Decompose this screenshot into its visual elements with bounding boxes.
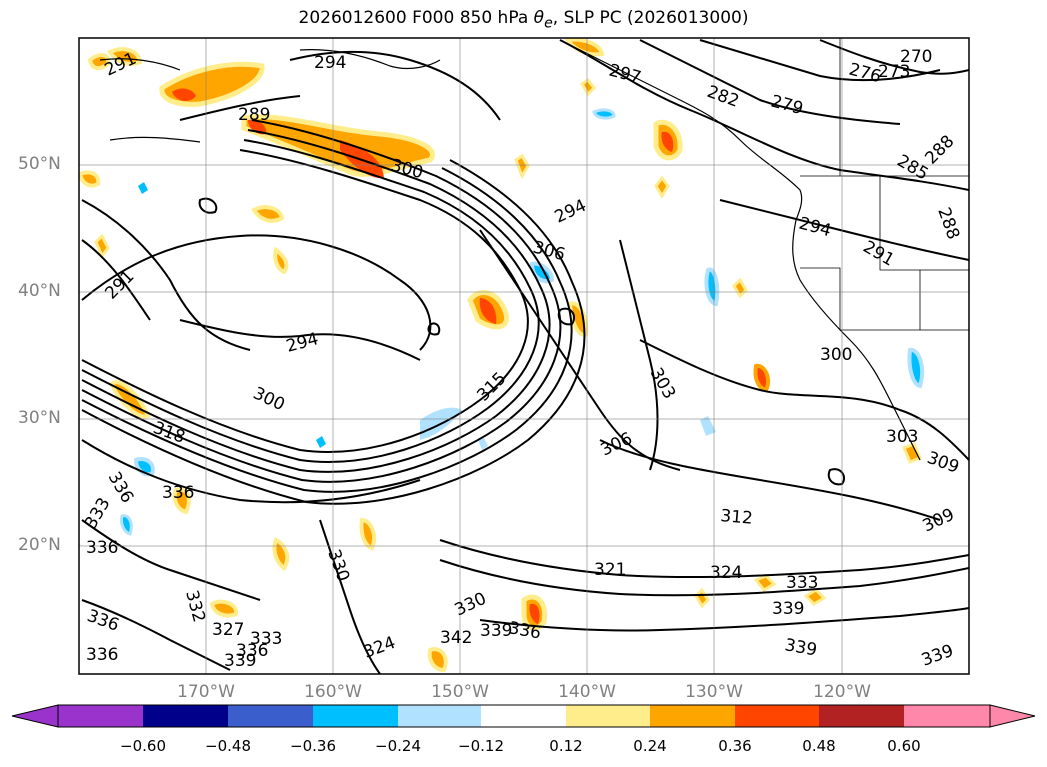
theta-e-contours xyxy=(81,39,969,674)
title-prefix: 2026012600 F000 850 hPa xyxy=(298,8,534,28)
colorbar xyxy=(11,704,1036,728)
contour-label: 300 xyxy=(820,345,852,365)
lat-label-20n: 20°N xyxy=(18,535,61,555)
contour-label: 336 xyxy=(162,483,194,503)
colorbar-tick: −0.24 xyxy=(375,737,421,755)
colorbar-segment xyxy=(650,705,735,727)
contour-label: 342 xyxy=(440,628,472,648)
contour-label: 303 xyxy=(886,427,918,447)
colorbar-tick: 0.60 xyxy=(887,737,921,755)
contour-label: 321 xyxy=(594,560,626,580)
colorbar-segment xyxy=(735,705,819,727)
lat-label-50n: 50°N xyxy=(18,154,61,174)
map-frame xyxy=(78,37,970,675)
lat-label-30n: 30°N xyxy=(18,408,61,428)
contour-label: 339 xyxy=(224,651,256,671)
colorbar-over-extension xyxy=(989,704,1036,728)
contour-label: 339 xyxy=(772,599,804,619)
colorbar-segment xyxy=(566,705,650,727)
title-suffix: , SLP PC (2026013000) xyxy=(552,8,749,28)
contour-label: 312 xyxy=(720,506,754,529)
colorbar-tick: 0.12 xyxy=(549,737,583,755)
colorbar-segment xyxy=(58,705,143,727)
contour-label: 336 xyxy=(236,641,268,661)
colorbar-segment xyxy=(228,705,313,727)
lon-label-160w: 160°W xyxy=(304,682,362,702)
colorbar-segment xyxy=(143,705,228,727)
colorbar-segment xyxy=(398,705,481,727)
colorbar-outline xyxy=(57,704,991,728)
political-borders xyxy=(800,38,969,331)
colorbar-under-extension xyxy=(11,704,59,728)
gridlines xyxy=(79,38,969,674)
colorbar-segment xyxy=(481,705,566,727)
contour-label: 339 xyxy=(480,621,512,641)
colorbar-segment xyxy=(313,705,398,727)
contour-label: 333 xyxy=(250,629,282,649)
colorbar-tick: −0.60 xyxy=(120,737,166,755)
lon-label-150w: 150°W xyxy=(431,682,489,702)
colorbar-tick: 0.48 xyxy=(802,737,836,755)
colorbar-tick: 0.24 xyxy=(633,737,667,755)
contour-label: 289 xyxy=(238,105,270,125)
contour-label: 273 xyxy=(878,62,910,82)
lon-label-140w: 140°W xyxy=(558,682,616,702)
colorbar-segment xyxy=(904,705,990,727)
title-symbol-subscript: e xyxy=(544,15,553,32)
colorbar-tick: −0.48 xyxy=(205,737,251,755)
lon-label-120w: 120°W xyxy=(813,682,871,702)
colorbar-tick: −0.36 xyxy=(290,737,336,755)
colorbar-tick: 0.36 xyxy=(718,737,752,755)
contour-label: 333 xyxy=(786,573,818,593)
colorbar-segment xyxy=(819,705,904,727)
contour-label: 327 xyxy=(212,620,244,640)
map-plot-area: 291 294 297 282 279 276 273 270 289 300 … xyxy=(79,38,969,674)
coastlines xyxy=(99,39,921,461)
contour-label: 270 xyxy=(900,47,932,67)
contour-label: 324 xyxy=(710,563,742,583)
contour-label: 294 xyxy=(314,53,346,73)
colorbar-tick: −0.12 xyxy=(458,737,504,755)
contour-label: 336 xyxy=(86,538,118,558)
lon-label-170w: 170°W xyxy=(177,682,235,702)
lat-label-40n: 40°N xyxy=(18,281,61,301)
title-symbol: θ xyxy=(533,8,545,28)
map-title: 2026012600 F000 850 hPa θe, SLP PC (2026… xyxy=(0,8,1047,31)
lon-label-130w: 130°W xyxy=(685,682,743,702)
contour-label: 336 xyxy=(86,645,118,665)
